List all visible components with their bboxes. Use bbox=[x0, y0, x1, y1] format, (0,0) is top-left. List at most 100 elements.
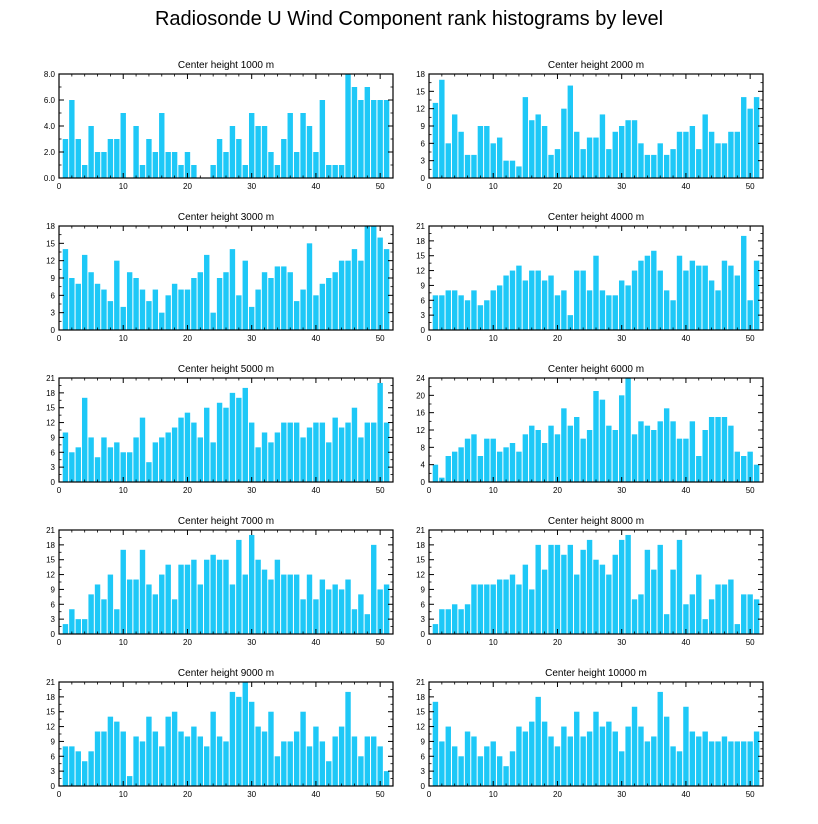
histogram-bar bbox=[377, 589, 383, 634]
histogram-bar bbox=[606, 295, 612, 330]
histogram-bar bbox=[541, 126, 548, 178]
histogram-bar bbox=[657, 270, 663, 330]
histogram-bar bbox=[580, 549, 586, 634]
histogram-bar bbox=[484, 584, 490, 634]
histogram-bar bbox=[210, 554, 216, 634]
histogram-bar bbox=[503, 766, 509, 786]
histogram-bar bbox=[567, 736, 574, 786]
histogram-bar bbox=[612, 554, 618, 634]
histogram-bar bbox=[377, 237, 383, 330]
y-tick-label: 18 bbox=[416, 70, 425, 79]
histogram-bar bbox=[747, 594, 753, 634]
histogram-bar bbox=[338, 589, 345, 634]
histogram-bar bbox=[242, 387, 248, 482]
histogram-bar bbox=[94, 152, 101, 178]
histogram-bar bbox=[88, 594, 94, 634]
histogram-bar bbox=[306, 574, 313, 634]
histogram-bar bbox=[516, 584, 522, 634]
x-tick-label: 0 bbox=[57, 182, 62, 191]
histogram-bar bbox=[638, 421, 644, 482]
histogram-bar bbox=[197, 437, 204, 482]
histogram-bar bbox=[146, 584, 152, 634]
x-tick-label: 10 bbox=[119, 790, 128, 799]
histogram-bar bbox=[242, 682, 248, 786]
histogram-bar bbox=[670, 569, 676, 634]
histogram-bar bbox=[242, 165, 248, 178]
histogram-bar bbox=[197, 584, 204, 634]
histogram-bar bbox=[306, 243, 313, 330]
histogram-bar bbox=[313, 422, 319, 482]
y-tick-label: 16 bbox=[416, 409, 425, 418]
histogram-panel: Center height 9000 m 0 10 20 30 40 50 0 3 6 9 12 15 1… bbox=[46, 668, 394, 799]
y-tick-label: 3 bbox=[51, 767, 56, 776]
histogram-bar bbox=[554, 544, 561, 634]
histogram-bar bbox=[708, 417, 715, 482]
histogram-bar bbox=[708, 741, 715, 786]
histogram-bar bbox=[236, 139, 242, 178]
histogram-bar bbox=[293, 301, 300, 330]
histogram-bar bbox=[171, 283, 178, 330]
histogram-bar bbox=[383, 584, 390, 634]
histogram-bar bbox=[689, 421, 696, 482]
histogram-bar bbox=[210, 165, 216, 178]
histogram-bar bbox=[638, 143, 644, 178]
histogram-bar bbox=[644, 154, 651, 178]
histogram-bar bbox=[204, 559, 210, 634]
histogram-bar bbox=[293, 422, 300, 482]
histogram-bar bbox=[631, 599, 638, 634]
histogram-bar bbox=[747, 108, 753, 178]
x-tick-label: 10 bbox=[489, 638, 498, 647]
histogram-bar bbox=[696, 456, 702, 482]
histogram-bar bbox=[210, 312, 216, 330]
histogram-panel: Center height 10000 m 0 10 20 30 40 50 0 3 6 9 12 15… bbox=[416, 668, 764, 799]
histogram-bar bbox=[371, 226, 377, 330]
histogram-bar bbox=[255, 559, 261, 634]
histogram-bar bbox=[580, 736, 586, 786]
histogram-bar bbox=[535, 430, 541, 482]
histogram-bar bbox=[522, 434, 529, 482]
histogram-bar bbox=[152, 731, 159, 786]
histogram-bar bbox=[631, 706, 638, 786]
y-tick-label: 9 bbox=[51, 585, 56, 594]
panel-title: Center height 3000 m bbox=[178, 212, 274, 223]
histogram-bar bbox=[548, 154, 554, 178]
histogram-bar bbox=[503, 579, 509, 634]
histogram-bar bbox=[139, 289, 146, 330]
histogram-bar bbox=[191, 422, 197, 482]
y-tick-label: 9 bbox=[421, 122, 426, 131]
x-tick-label: 30 bbox=[617, 334, 626, 343]
histogram-bar bbox=[490, 290, 496, 330]
x-tick-label: 40 bbox=[311, 790, 320, 799]
histogram-bar bbox=[708, 131, 715, 178]
histogram-bar bbox=[625, 726, 631, 786]
x-tick-label: 30 bbox=[617, 182, 626, 191]
panel-title: Center height 2000 m bbox=[548, 60, 644, 71]
histogram-bar bbox=[651, 430, 657, 482]
histogram-bar bbox=[94, 457, 101, 482]
histogram-bar bbox=[75, 283, 81, 330]
histogram-bar bbox=[618, 280, 625, 330]
histogram-bar bbox=[178, 165, 184, 178]
histogram-bar bbox=[358, 260, 364, 330]
histogram-bar bbox=[120, 306, 126, 330]
histogram-bar bbox=[351, 736, 358, 786]
y-tick-label: 0 bbox=[51, 782, 56, 791]
histogram-bar bbox=[313, 599, 319, 634]
x-tick-label: 10 bbox=[489, 486, 498, 495]
histogram-bar bbox=[522, 731, 529, 786]
y-tick-label: 15 bbox=[416, 556, 425, 565]
panel-title: Center height 9000 m bbox=[178, 668, 274, 679]
y-tick-label: 6 bbox=[421, 139, 426, 148]
y-tick-label: 12 bbox=[416, 267, 425, 276]
histogram-bar bbox=[114, 139, 120, 178]
y-tick-label: 15 bbox=[416, 252, 425, 261]
histogram-bar bbox=[663, 154, 670, 178]
histogram-bar bbox=[683, 270, 689, 330]
histogram-bar bbox=[496, 756, 503, 786]
histogram-bar bbox=[287, 741, 293, 786]
histogram-bar bbox=[651, 154, 657, 178]
histogram-bar bbox=[338, 427, 345, 482]
histogram-bar bbox=[69, 452, 75, 482]
histogram-bar bbox=[101, 152, 107, 178]
histogram-bar bbox=[689, 126, 696, 178]
